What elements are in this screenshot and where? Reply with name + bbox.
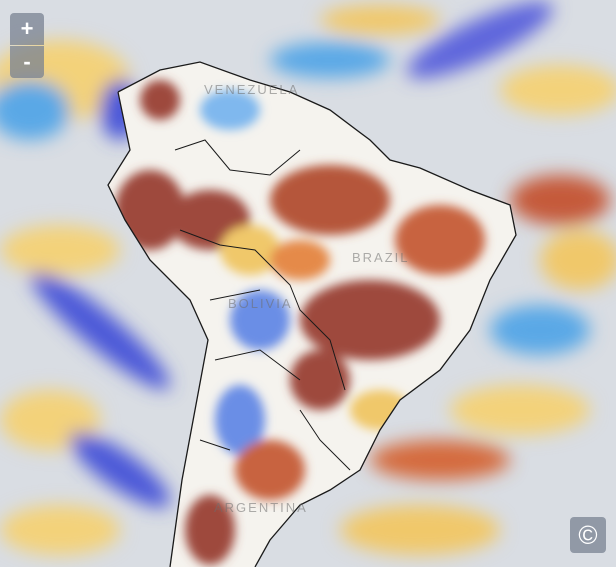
ocean-precip — [0, 1, 616, 555]
country-label: ARGENTINA — [214, 500, 308, 515]
country-label: VENEZUELA — [204, 82, 300, 97]
land-precip — [115, 80, 485, 565]
zoom-in-button[interactable]: + — [10, 13, 44, 45]
country-label: BOLIVIA — [228, 296, 293, 311]
zoom-out-button[interactable]: - — [10, 46, 44, 78]
attribution-button[interactable]: © — [570, 517, 606, 553]
borders — [174, 139, 351, 471]
coastline — [107, 61, 517, 567]
country-label: BRAZIL — [352, 250, 410, 265]
